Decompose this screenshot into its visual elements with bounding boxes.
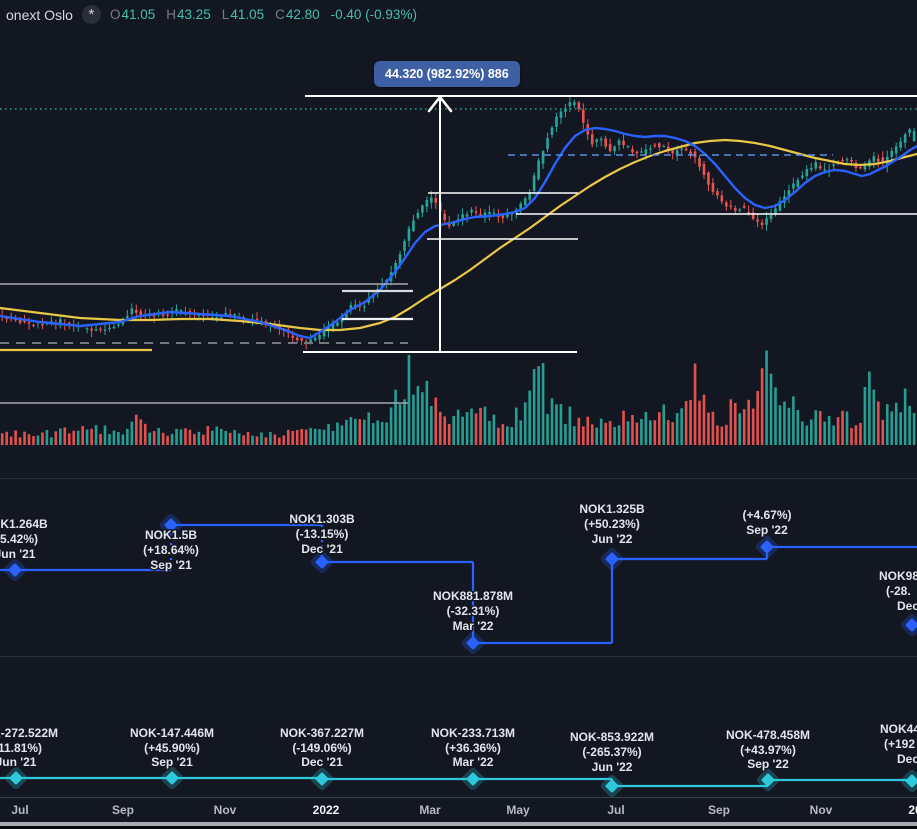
quarterly-series-2-panel[interactable]: NOK-272.522M(-11.81%)Jun '21 NOK-147.446M…	[0, 656, 917, 797]
quarter-label: Sep '21	[151, 755, 193, 769]
price-chart-canvas[interactable]	[0, 0, 917, 478]
quarter-label: NOK1.264B	[0, 517, 48, 531]
quarter-label: (+18.64%)	[143, 543, 199, 557]
quarter-label: Dec '21	[301, 755, 343, 769]
quarter-marker	[165, 771, 179, 785]
panel-separator[interactable]	[0, 656, 917, 657]
quarter-label: Mar '22	[453, 619, 494, 633]
quarter-label: NOK44	[880, 722, 917, 736]
close-field: C42.80	[275, 7, 320, 22]
quarter-label: (-11.81%)	[0, 741, 42, 755]
quarter-marker	[9, 771, 23, 785]
bottom-strip	[0, 826, 917, 829]
quarter-marker	[315, 555, 329, 569]
symbol-name[interactable]: onext Oslo	[6, 6, 73, 23]
snowflake-icon[interactable]: *	[81, 5, 101, 24]
horizontal-scrollbar[interactable]	[0, 822, 917, 826]
quarter-label: NOK1.303B	[289, 512, 355, 526]
quarter-label: NOK-367.227M	[280, 726, 364, 740]
quarter-label: (-13.15%)	[296, 527, 349, 541]
axis-label: Jul	[11, 803, 29, 817]
quarter-label: Sep '21	[150, 558, 192, 572]
quarter-label: NOK-853.922M	[570, 730, 654, 744]
quarter-label: Jun '21	[0, 755, 37, 769]
quarter-label: Jun '22	[592, 760, 633, 774]
panel-separator[interactable]	[0, 478, 917, 479]
quarter-marker	[8, 563, 22, 577]
axis-label: Sep	[707, 803, 731, 817]
measure-arrow[interactable]	[427, 95, 453, 352]
ohlc-values: O41.05 H43.25 L41.05 C42.80	[110, 7, 320, 22]
quarter-label: Dec	[897, 752, 917, 766]
quarter-label: Sep '22	[746, 523, 788, 537]
quarter-label: NOK-272.522M	[0, 726, 58, 740]
quarter-marker	[466, 636, 480, 650]
quarter-marker	[905, 618, 917, 632]
quarter-label: (+4.67%)	[742, 508, 791, 522]
low-field: L41.05	[221, 7, 265, 22]
symbol-header: onext Oslo * O41.05 H43.25 L41.05 C42.80…	[6, 5, 417, 24]
quarter-label: NOK-233.713M	[431, 726, 515, 740]
high-field: H43.25	[166, 7, 211, 22]
axis-label: 20	[908, 803, 917, 817]
quarter-label: Jun '21	[0, 547, 36, 561]
quarter-label: NOK1.325B	[579, 502, 645, 516]
quarter-label: NOK98	[879, 569, 917, 583]
quarter-label: (+192	[884, 737, 915, 751]
quarter-marker	[315, 772, 329, 786]
fast-ma-line[interactable]	[0, 126, 917, 340]
axis-label: Sep	[111, 803, 135, 817]
quarter-label: NOK881.878M	[433, 589, 513, 603]
change-value: -0.40 (-0.93%)	[330, 7, 417, 22]
quarter-label: (+50.23%)	[584, 517, 640, 531]
drawing-lines[interactable]	[0, 95, 917, 404]
axis-label: Jul	[607, 803, 625, 817]
quarter-label: Sep '22	[747, 757, 789, 771]
quarter-label: NOK-147.446M	[130, 726, 214, 740]
quarterly-series-1-panel[interactable]: NOK1.264B(-5.42%)Jun '21 NOK1.5B(+18.64%)…	[0, 478, 917, 656]
quarter-marker	[164, 518, 178, 532]
quarter-marker	[605, 779, 619, 793]
axis-label: 2022	[312, 803, 340, 817]
quarter-label: Dec	[897, 599, 917, 613]
candlesticks	[0, 96, 916, 350]
time-axis[interactable]: Jul Sep Nov 2022 Mar May Jul Sep Nov 20	[0, 797, 917, 822]
open-field: O41.05	[109, 7, 156, 22]
quarter-label: (+45.90%)	[144, 741, 200, 755]
quarter-label: NOK-478.458M	[726, 728, 810, 742]
quarter-marker	[905, 774, 917, 788]
slow-ma-line[interactable]	[0, 138, 917, 332]
quarter-marker	[761, 773, 775, 787]
quarterly-series-1: NOK1.264B(-5.42%)Jun '21 NOK1.5B(+18.64%)…	[0, 501, 917, 655]
quarter-label: (-265.37%)	[582, 745, 641, 759]
quarter-marker	[760, 540, 774, 554]
quarterly-series-2: NOK-272.522M(-11.81%)Jun '21 NOK-147.446M…	[0, 721, 917, 797]
quarter-label: Dec '21	[301, 542, 343, 556]
quarter-label: (-32.31%)	[447, 604, 500, 618]
volume-bars	[0, 350, 916, 445]
quarter-label: (-149.06%)	[292, 741, 351, 755]
quarter-label: NOK1.5B	[145, 528, 197, 542]
quarter-marker	[605, 552, 619, 566]
quarter-label: (-5.42%)	[0, 532, 38, 546]
quarter-label: Mar '22	[453, 755, 494, 769]
axis-label: May	[506, 803, 530, 817]
measure-tooltip[interactable]: 44.320 (982.92%) 886	[374, 61, 520, 87]
axis-label: Nov	[809, 803, 833, 817]
quarter-label: (-28.	[886, 584, 911, 598]
axis-label: Nov	[213, 803, 237, 817]
quarter-label: (+36.36%)	[445, 741, 501, 755]
axis-label: Mar	[419, 803, 441, 817]
quarter-marker	[466, 772, 480, 786]
quarter-label: (+43.97%)	[740, 743, 796, 757]
quarter-label: Jun '22	[592, 532, 633, 546]
